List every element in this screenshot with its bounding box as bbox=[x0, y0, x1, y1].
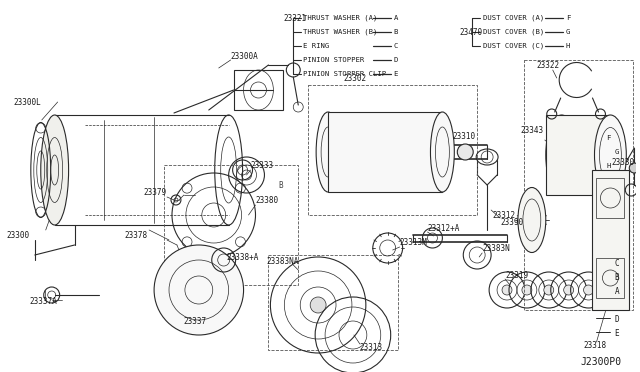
Text: 23383N: 23383N bbox=[482, 244, 510, 253]
Text: 23321: 23321 bbox=[284, 13, 307, 22]
Text: DUST COVER (B): DUST COVER (B) bbox=[483, 29, 545, 35]
Bar bbox=[234, 70, 284, 110]
Circle shape bbox=[502, 285, 512, 295]
Ellipse shape bbox=[546, 115, 577, 195]
Text: 23378: 23378 bbox=[124, 231, 147, 240]
Text: 23319: 23319 bbox=[505, 270, 528, 279]
Text: DUST COVER (C): DUST COVER (C) bbox=[483, 43, 545, 49]
Text: E RING: E RING bbox=[303, 43, 330, 49]
Text: 23330: 23330 bbox=[611, 157, 634, 167]
Text: E: E bbox=[394, 71, 398, 77]
Text: 23390: 23390 bbox=[500, 218, 523, 227]
Circle shape bbox=[544, 285, 554, 295]
Text: E: E bbox=[614, 330, 619, 339]
Ellipse shape bbox=[41, 115, 68, 225]
Bar bbox=[308, 85, 477, 215]
Text: 23338+A: 23338+A bbox=[227, 253, 259, 262]
Text: H: H bbox=[566, 43, 570, 49]
Text: 23333: 23333 bbox=[250, 160, 274, 170]
Circle shape bbox=[522, 285, 532, 295]
Bar bbox=[596, 258, 625, 298]
Text: 23322: 23322 bbox=[537, 61, 560, 70]
Text: 23313M: 23313M bbox=[399, 237, 428, 247]
Text: B: B bbox=[394, 29, 398, 35]
Text: PINION STOPPER CLIP: PINION STOPPER CLIP bbox=[303, 71, 387, 77]
Text: C: C bbox=[394, 43, 398, 49]
Circle shape bbox=[629, 163, 639, 173]
Text: 23313: 23313 bbox=[360, 343, 383, 353]
Text: 23343: 23343 bbox=[521, 125, 544, 135]
Ellipse shape bbox=[316, 112, 340, 192]
Text: 23300L: 23300L bbox=[14, 97, 42, 106]
Bar bbox=[164, 165, 298, 285]
Bar bbox=[328, 112, 442, 192]
Ellipse shape bbox=[518, 187, 546, 253]
Text: 23310: 23310 bbox=[452, 131, 476, 141]
Text: 23470: 23470 bbox=[460, 28, 483, 36]
Text: THRUST WASHER (A): THRUST WASHER (A) bbox=[303, 15, 378, 21]
Bar bbox=[596, 178, 625, 218]
Text: 23337: 23337 bbox=[184, 317, 207, 327]
Text: DUST COVER (A): DUST COVER (A) bbox=[483, 15, 545, 21]
Circle shape bbox=[584, 285, 593, 295]
Text: D: D bbox=[614, 315, 619, 324]
Text: THRUST WASHER (B): THRUST WASHER (B) bbox=[303, 29, 378, 35]
Text: H: H bbox=[607, 163, 611, 169]
Text: A: A bbox=[394, 15, 398, 21]
Text: J2300P0: J2300P0 bbox=[580, 357, 621, 367]
Text: 23337A: 23337A bbox=[30, 298, 58, 307]
Text: F: F bbox=[607, 135, 611, 141]
Text: 23300: 23300 bbox=[6, 231, 29, 240]
Text: A: A bbox=[614, 288, 619, 296]
Ellipse shape bbox=[431, 112, 454, 192]
Text: B: B bbox=[278, 180, 283, 189]
Text: 23379: 23379 bbox=[144, 187, 167, 196]
Text: G: G bbox=[614, 149, 619, 155]
Bar bbox=[524, 60, 633, 310]
Text: B: B bbox=[614, 273, 619, 282]
Text: PINION STOPPER: PINION STOPPER bbox=[303, 57, 364, 63]
Text: 23318: 23318 bbox=[584, 340, 607, 350]
Ellipse shape bbox=[595, 115, 627, 195]
Text: C: C bbox=[614, 260, 619, 269]
Circle shape bbox=[154, 245, 244, 335]
Text: G: G bbox=[566, 29, 570, 35]
Text: 23300A: 23300A bbox=[230, 51, 259, 61]
Text: 23383NA: 23383NA bbox=[266, 257, 299, 266]
Circle shape bbox=[310, 297, 326, 313]
Text: 23312: 23312 bbox=[492, 211, 515, 219]
Text: D: D bbox=[394, 57, 398, 63]
Bar bbox=[591, 170, 629, 310]
Text: 23380: 23380 bbox=[255, 196, 278, 205]
Circle shape bbox=[458, 144, 473, 160]
Bar bbox=[268, 255, 397, 350]
Text: 23302: 23302 bbox=[343, 74, 366, 83]
Text: 23312+A: 23312+A bbox=[428, 224, 460, 232]
Text: F: F bbox=[566, 15, 570, 21]
Bar bbox=[546, 115, 611, 195]
Circle shape bbox=[564, 285, 573, 295]
